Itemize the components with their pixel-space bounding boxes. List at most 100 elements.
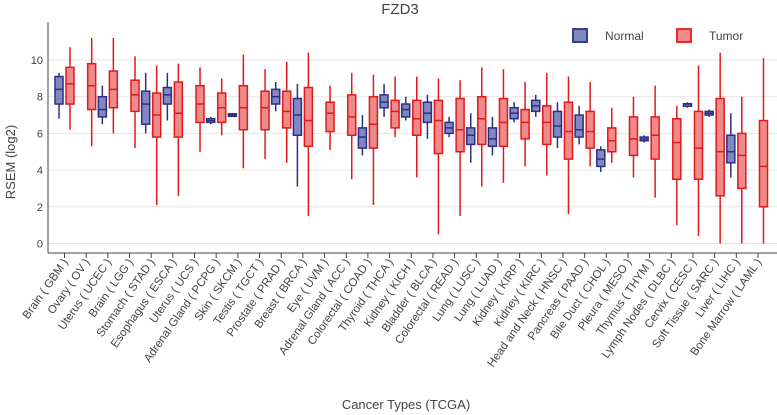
- tumor-box: [260, 69, 270, 160]
- normal-box: [270, 82, 281, 112]
- y-axis: 0 2 4 6 8 10: [31, 22, 49, 253]
- normal-box-rect: [552, 110, 563, 138]
- legend: Normal Tumor: [572, 28, 743, 43]
- normal-box: [357, 115, 368, 156]
- normal-box: [205, 116, 216, 125]
- normal-box: [682, 102, 693, 108]
- normal-box: [227, 113, 238, 118]
- tumor-box-rect: [455, 97, 465, 153]
- tumor-box: [455, 80, 465, 216]
- tumor-box: [477, 67, 487, 187]
- tumor-box: [216, 78, 227, 136]
- y-tick-label: 4: [37, 165, 43, 177]
- y-tick-label: 8: [37, 92, 43, 104]
- tumor-box: [390, 76, 400, 138]
- tumor-box-rect: [693, 110, 704, 181]
- normal-box-rect: [54, 75, 64, 105]
- legend-swatch-normal: [572, 28, 588, 43]
- normal-box-rect: [97, 95, 108, 118]
- normal-box: [552, 102, 563, 149]
- normal-box-rect: [574, 114, 584, 138]
- tumor-box: [628, 96, 639, 178]
- tumor-box: [563, 76, 574, 215]
- normal-box: [596, 146, 606, 172]
- tumor-box: [108, 37, 119, 134]
- normal-box: [97, 85, 108, 125]
- tumor-box-rect: [173, 81, 184, 138]
- tumor-box: [130, 56, 140, 149]
- normal-box: [509, 102, 519, 123]
- tumor-box: [368, 74, 379, 205]
- tumor-box: [672, 105, 682, 226]
- tumor-box: [607, 107, 617, 163]
- normal-box: [574, 105, 584, 145]
- tumor-box-rect: [281, 90, 292, 129]
- tumor-box: [693, 65, 704, 237]
- normal-box: [487, 116, 498, 156]
- tumor-box-rect: [737, 132, 747, 190]
- tumor-box: [542, 72, 552, 176]
- tumor-box-rect: [325, 101, 335, 133]
- normal-box: [379, 83, 389, 117]
- tumor-box-rect: [758, 119, 769, 208]
- tumor-box: [520, 82, 530, 167]
- normal-box: [726, 113, 736, 178]
- y-tick-label: 10: [31, 55, 43, 67]
- tumor-box-rect: [65, 66, 75, 105]
- legend-label-normal: Normal: [605, 29, 644, 43]
- tumor-box-rect: [542, 105, 552, 146]
- normal-box: [292, 83, 303, 187]
- normal-box: [639, 135, 649, 143]
- tumor-box: [151, 65, 162, 205]
- tumor-box-rect: [477, 95, 487, 146]
- tumor-box: [737, 96, 747, 244]
- legend-label-tumor: Tumor: [709, 29, 743, 43]
- y-tick-label: 2: [37, 202, 43, 214]
- legend-swatch-tumor: [676, 28, 692, 43]
- tumor-box-rect: [607, 127, 617, 153]
- tumor-box-rect: [412, 99, 422, 136]
- tumor-box-rect: [650, 116, 660, 160]
- tumor-box-rect: [563, 101, 574, 160]
- box-series: [54, 37, 769, 244]
- tumor-box-rect: [368, 95, 379, 149]
- normal-box: [162, 72, 173, 121]
- tumor-box: [758, 58, 769, 244]
- normal-box: [531, 94, 541, 117]
- normal-box: [444, 116, 454, 138]
- tumor-box: [433, 78, 444, 235]
- normal-box-rect: [401, 103, 411, 118]
- x-axis: Brain ( GBM )Ovary ( OV )Uterus ( UCEC )…: [21, 252, 777, 369]
- normal-box-rect: [357, 127, 368, 149]
- tumor-box: [585, 82, 595, 167]
- tumor-box: [325, 85, 335, 150]
- normal-box-rect: [292, 97, 303, 136]
- y-tick-label: 6: [37, 128, 43, 140]
- normal-box-rect: [466, 127, 476, 146]
- tumor-box: [412, 76, 422, 178]
- tumor-box: [715, 52, 725, 244]
- tumor-box-rect: [520, 108, 530, 140]
- normal-box-rect: [140, 90, 151, 125]
- normal-box-rect: [596, 149, 606, 168]
- normal-box: [704, 109, 714, 117]
- tumor-box: [281, 61, 292, 163]
- normal-box: [422, 94, 433, 139]
- tumor-box-rect: [260, 90, 270, 131]
- normal-box-rect: [162, 86, 173, 105]
- tumor-box-rect: [303, 86, 314, 147]
- tumor-box-rect: [585, 110, 595, 149]
- normal-box: [466, 113, 476, 163]
- tumor-box: [498, 69, 509, 183]
- tumor-box: [346, 72, 357, 180]
- tumor-box: [195, 67, 205, 152]
- normal-box-rect: [379, 94, 389, 109]
- tumor-box: [650, 85, 660, 198]
- normal-box: [401, 96, 411, 121]
- y-tick-label: 0: [37, 239, 43, 251]
- normal-box: [54, 72, 64, 119]
- tumor-box-rect: [672, 117, 682, 181]
- tumor-box: [303, 52, 314, 216]
- tumor-box: [173, 63, 184, 196]
